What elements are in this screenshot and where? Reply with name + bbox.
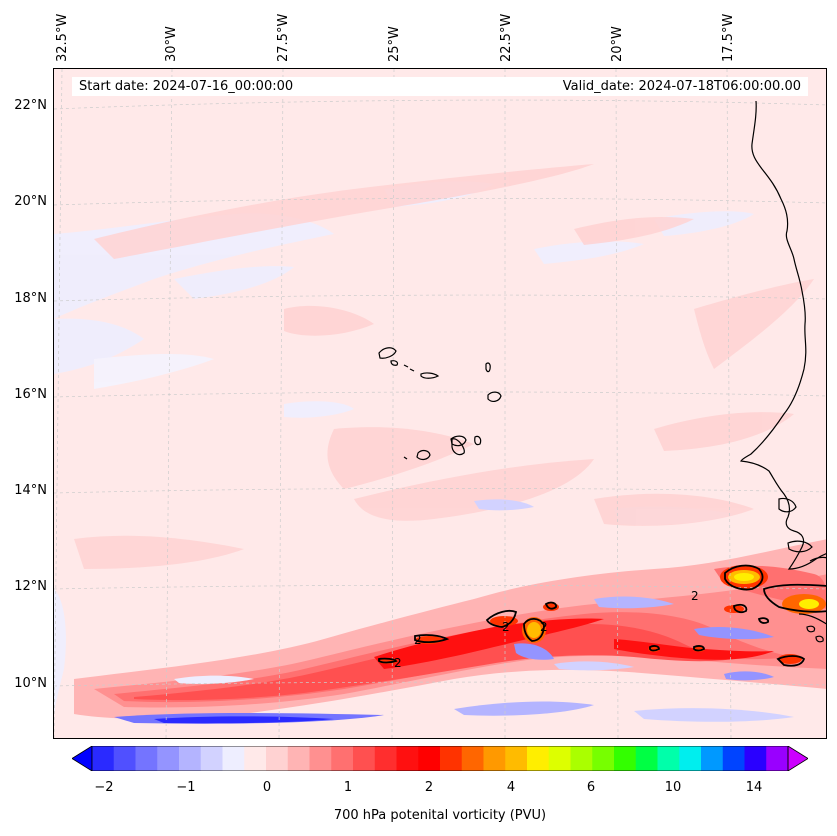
lon-tick-25w: 25°W bbox=[387, 26, 402, 62]
contour-label-2: 2 bbox=[414, 633, 422, 647]
colorbar-segment bbox=[527, 746, 550, 771]
colorbar-segment bbox=[244, 746, 267, 771]
negative-pv-streaks bbox=[114, 499, 794, 724]
colorbar-segment bbox=[722, 746, 745, 771]
colorbar-segment bbox=[309, 746, 332, 771]
colorbar-extend-high bbox=[787, 746, 808, 771]
colorbar-segment bbox=[635, 746, 658, 771]
lat-tick-22n: 22°N bbox=[14, 98, 47, 113]
contour-label-4: 2 bbox=[691, 589, 699, 603]
cbar-tick-4: 4 bbox=[506, 780, 516, 795]
colorbar-segment bbox=[396, 746, 419, 771]
colorbar-segment bbox=[614, 746, 637, 771]
colorbar-segment bbox=[92, 746, 115, 771]
african-coastline bbox=[740, 100, 826, 643]
cbar-tick-1: 1 bbox=[343, 780, 353, 795]
colorbar-label: 700 hPa potenital vorticity (PVU) bbox=[333, 808, 547, 823]
colorbar-segment bbox=[657, 746, 680, 771]
colorbar-segment bbox=[222, 746, 245, 771]
colorbar-segment bbox=[679, 746, 702, 771]
contour-label-1: 2 bbox=[394, 656, 402, 670]
lon-tick-22.5w: 22.5°W bbox=[499, 13, 514, 62]
lon-tick-30w: 30°W bbox=[164, 26, 179, 62]
colorbar-frame bbox=[91, 746, 789, 771]
colorbar-segment bbox=[135, 746, 158, 771]
colorbar-segment bbox=[461, 746, 484, 771]
lon-tick-17.5w: 17.5°W bbox=[721, 13, 736, 62]
start-date-label: Start date: 2024-07-16_00:00:00 bbox=[72, 77, 419, 96]
map-gridlines bbox=[54, 69, 826, 738]
lon-tick-32.5w: 32.5°W bbox=[55, 13, 70, 62]
colorbar-segment bbox=[483, 746, 506, 771]
cape-verde-islands bbox=[378, 347, 502, 461]
cbar-tick-0: 0 bbox=[262, 780, 272, 795]
colorbar-segment bbox=[505, 746, 528, 771]
lon-tick-27.5w: 27.5°W bbox=[276, 13, 291, 62]
colorbar-segment bbox=[548, 746, 571, 771]
lon-tick-20w: 20°W bbox=[610, 26, 625, 62]
cbar-tick-6: 6 bbox=[586, 780, 596, 795]
colorbar-segment bbox=[592, 746, 615, 771]
colorbar-segment bbox=[113, 746, 136, 771]
pv-field-svg: 2 2 2 2 2 bbox=[54, 69, 826, 738]
cbar-tick-2: 2 bbox=[424, 780, 434, 795]
colorbar-segment bbox=[701, 746, 724, 771]
lat-tick-14n: 14°N bbox=[14, 483, 47, 498]
colorbar-segment bbox=[353, 746, 376, 771]
cbar-tick-neg2: −2 bbox=[94, 780, 114, 795]
lat-tick-20n: 20°N bbox=[14, 194, 47, 209]
colorbar-segment bbox=[374, 746, 397, 771]
colorbar-segment bbox=[157, 746, 180, 771]
map-plot-area: 2 2 2 2 2 Start date: 2024-07-16_00:00:0… bbox=[53, 68, 827, 739]
pink-streaks bbox=[74, 164, 814, 569]
cbar-tick-14: 14 bbox=[745, 780, 763, 795]
colorbar-extend-low bbox=[72, 746, 93, 771]
contour-labels: 2 2 2 2 2 bbox=[394, 589, 699, 670]
colorbar-segment bbox=[179, 746, 202, 771]
lat-tick-16n: 16°N bbox=[14, 387, 47, 402]
colorbar-segment bbox=[766, 746, 789, 771]
cbar-tick-neg1: −1 bbox=[176, 780, 196, 795]
colorbar-segment bbox=[570, 746, 593, 771]
colorbar-segment bbox=[744, 746, 767, 771]
contour-label-5: 2 bbox=[540, 620, 548, 634]
contour-label-3: 2 bbox=[502, 620, 510, 634]
colorbar-segment bbox=[287, 746, 310, 771]
lat-tick-10n: 10°N bbox=[14, 676, 47, 691]
pv-2-contours bbox=[378, 564, 826, 667]
colorbar bbox=[72, 746, 808, 771]
colorbar-segment bbox=[440, 746, 463, 771]
colorbar-segments bbox=[72, 746, 808, 771]
colorbar-segment bbox=[331, 746, 354, 771]
lat-tick-18n: 18°N bbox=[14, 291, 47, 306]
valid-date-label: Valid_date: 2024-07-18T06:00:00.00 bbox=[401, 77, 808, 96]
colorbar-segment bbox=[266, 746, 289, 771]
lat-tick-12n: 12°N bbox=[14, 579, 47, 594]
cbar-tick-10: 10 bbox=[664, 780, 682, 795]
colorbar-segment bbox=[418, 746, 441, 771]
colorbar-segment bbox=[200, 746, 223, 771]
